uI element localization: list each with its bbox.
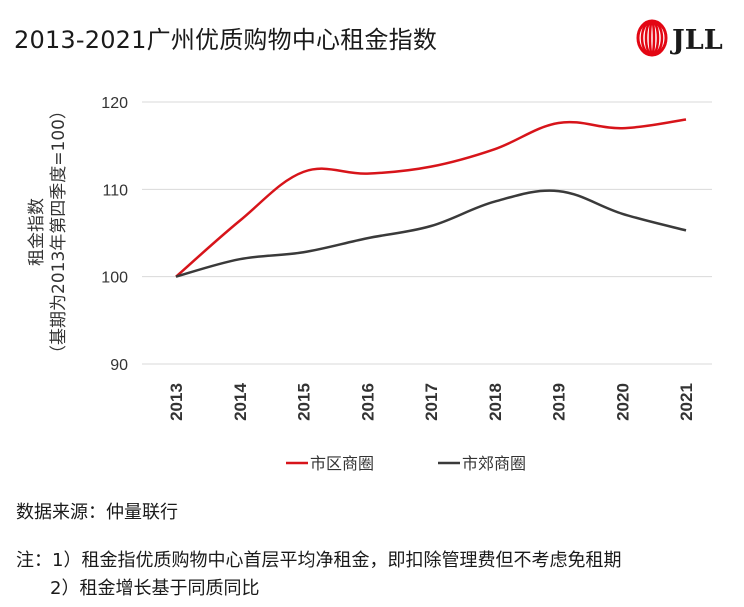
x-axis-ticks: 2013 2014 2015 2016 2017 2018 2019 2020 2021: [167, 383, 696, 421]
x-tick-label: 2014: [231, 383, 250, 421]
data-source: 数据来源：仲量联行: [16, 502, 178, 523]
y-tick-label: 100: [101, 270, 128, 287]
legend-label-suburban: 市郊商圈: [462, 454, 526, 473]
x-tick-label: 2013: [167, 383, 186, 421]
x-tick-label: 2019: [550, 383, 569, 421]
x-tick-label: 2020: [613, 383, 632, 421]
note-line-2: 2）租金增长基于同质同比: [50, 578, 260, 599]
x-tick-label: 2021: [677, 383, 696, 421]
jll-logo: JLL: [636, 19, 723, 57]
x-tick-label: 2018: [486, 383, 505, 421]
series-line-urban: [175, 118, 687, 278]
y-axis-label: 租金指数 （基期为2013年第四季度=100）: [27, 102, 69, 362]
note-line-1: 注：1）租金指优质购物中心首层平均净租金，即扣除管理费但不考虑免租期: [16, 550, 622, 571]
chart-title: 2013-2021广州优质购物中心租金指数: [14, 26, 438, 54]
y-tick-label: 90: [110, 357, 128, 374]
y-tick-label: 120: [101, 95, 128, 112]
y-axis-label-line2: （基期为2013年第四季度=100）: [49, 102, 69, 362]
y-axis-ticks: 90 100 110 120: [101, 95, 128, 374]
jll-logo-text: JLL: [670, 25, 723, 56]
y-tick-label: 110: [102, 182, 128, 199]
x-tick-label: 2015: [295, 383, 314, 421]
series-line-suburban: [175, 189, 687, 278]
chart-gridlines: [142, 101, 712, 365]
legend-label-urban: 市区商圈: [310, 454, 374, 473]
jll-logo-icon: [636, 19, 668, 57]
x-tick-label: 2017: [422, 383, 441, 421]
chart-series: [175, 118, 687, 278]
x-tick-label: 2016: [358, 383, 377, 421]
chart-legend: 市区商圈 市郊商圈: [286, 454, 526, 473]
y-axis-label-line1: 租金指数: [27, 198, 47, 266]
